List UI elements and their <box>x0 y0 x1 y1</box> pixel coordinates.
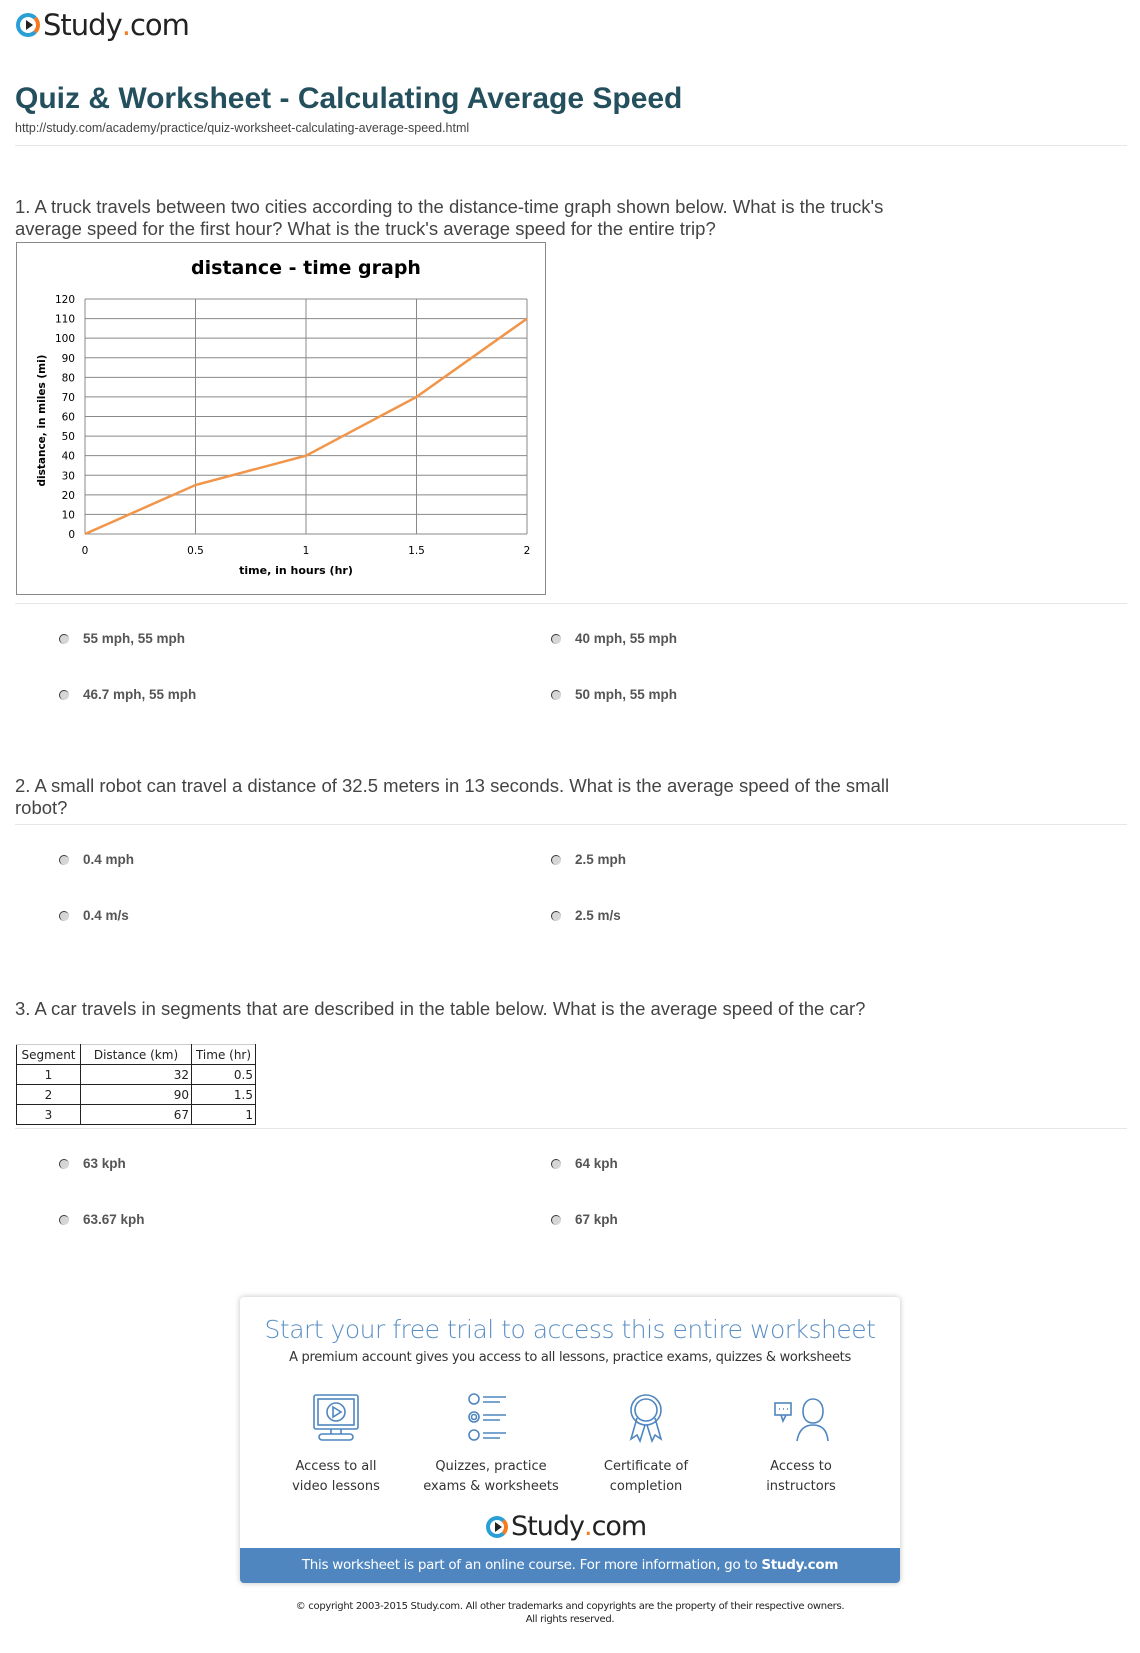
instructor-icon <box>774 1398 829 1442</box>
study-logo-promo[interactable]: Study. com <box>486 1511 647 1542</box>
radio-button[interactable] <box>59 1158 69 1169</box>
quiz-list-icon <box>468 1393 506 1441</box>
y-tick-label: 120 <box>55 294 75 306</box>
answer-option[interactable]: 40 mph, 55 mph <box>551 631 677 646</box>
chart-title: distance - time graph <box>191 257 421 279</box>
answer-option[interactable]: 64 kph <box>551 1156 618 1171</box>
feature-quizzes: Quizzes, practice exams & worksheets <box>411 1393 571 1497</box>
play-logo-icon <box>16 13 40 37</box>
question-1-text: 1. A truck travels between two cities ac… <box>15 196 884 239</box>
x-tick-label: 0 <box>82 545 89 557</box>
radio-button[interactable] <box>59 854 69 865</box>
distance-time-chart: distance - time graph 0 10 20 30 40 50 60 70 80 90… <box>16 242 546 595</box>
y-tick-label: 0 <box>68 529 75 541</box>
table-row: 3 67 1 <box>16 1104 256 1125</box>
answer-option[interactable]: 67 kph <box>551 1212 618 1227</box>
divider <box>15 824 1127 825</box>
segments-table: Segment Distance (km) Time (hr) 1 32 0.5 2… <box>16 1044 256 1125</box>
table-header-row: Segment Distance (km) Time (hr) <box>16 1044 256 1065</box>
x-tick-label: 0.5 <box>187 545 204 557</box>
promo-subtitle: A premium account gives you access to al… <box>289 1350 851 1365</box>
page-title: Quiz & Worksheet - Calculating Average S… <box>15 82 683 115</box>
y-tick-label: 50 <box>62 431 75 443</box>
y-axis-label: distance, in miles (mi) <box>36 355 48 487</box>
y-tick-label: 90 <box>62 353 75 365</box>
answer-option[interactable]: 2.5 m/s <box>551 908 621 923</box>
radio-button[interactable] <box>59 910 69 921</box>
y-tick-label: 20 <box>62 490 75 502</box>
radio-button[interactable] <box>59 689 69 700</box>
divider <box>15 603 1127 604</box>
y-tick-label: 30 <box>62 470 75 482</box>
divider <box>15 1128 1127 1129</box>
feature-certificate: Certificate of completion <box>566 1393 726 1497</box>
x-axis-label: time, in hours (hr) <box>239 564 353 577</box>
radio-button[interactable] <box>551 910 561 921</box>
radio-button[interactable] <box>551 1158 561 1169</box>
course-info-band: This worksheet is part of an online cour… <box>240 1548 900 1583</box>
column-header: Time (hr) <box>191 1044 256 1065</box>
question-2-text: 2. A small robot can travel a distance o… <box>15 775 890 818</box>
feature-video-lessons: Access to all video lessons <box>256 1393 416 1497</box>
answer-option[interactable]: 55 mph, 55 mph <box>59 631 185 646</box>
table-row: 2 90 1.5 <box>16 1084 256 1105</box>
answer-option[interactable]: 63.67 kph <box>59 1212 145 1227</box>
study-link[interactable]: Study.com <box>761 1557 839 1573</box>
y-tick-label: 110 <box>55 314 75 326</box>
y-tick-label: 60 <box>62 412 75 424</box>
rights-reserved: All rights reserved. <box>525 1614 615 1625</box>
radio-button[interactable] <box>551 633 561 644</box>
copyright: © copyright 2003-2015 Study.com. All oth… <box>295 1601 845 1612</box>
y-tick-label: 40 <box>62 451 75 463</box>
study-logo[interactable]: Study. com <box>16 8 190 42</box>
answer-option[interactable]: 46.7 mph, 55 mph <box>59 687 196 702</box>
radio-button[interactable] <box>59 1214 69 1225</box>
free-trial-promo: Start your free trial to access this ent… <box>240 1297 900 1583</box>
promo-title: Start your free trial to access this ent… <box>264 1315 876 1344</box>
answer-option[interactable]: 0.4 mph <box>59 852 134 867</box>
answer-option[interactable]: 63 kph <box>59 1156 126 1171</box>
radio-button[interactable] <box>551 689 561 700</box>
chart-svg: distance - time graph0102030405060708090… <box>36 257 531 577</box>
answer-option[interactable]: 2.5 mph <box>551 852 626 867</box>
y-tick-label: 70 <box>62 392 75 404</box>
column-header: Segment <box>16 1044 81 1065</box>
y-tick-label: 10 <box>62 509 75 521</box>
radio-button[interactable] <box>551 854 561 865</box>
answer-option[interactable]: 0.4 m/s <box>59 908 129 923</box>
column-header: Distance (km) <box>80 1044 192 1065</box>
video-lesson-icon <box>313 1394 359 1441</box>
radio-button[interactable] <box>59 633 69 644</box>
answer-option[interactable]: 50 mph, 55 mph <box>551 687 677 702</box>
question-3-text: 3. A car travels in segments that are de… <box>15 998 866 1019</box>
play-logo-icon <box>486 1515 508 1538</box>
x-tick-label: 2 <box>524 545 531 557</box>
y-tick-label: 80 <box>62 372 75 384</box>
x-tick-label: 1 <box>303 545 310 557</box>
divider <box>15 145 1127 146</box>
y-tick-label: 100 <box>55 333 75 345</box>
table-row: 1 32 0.5 <box>16 1064 256 1085</box>
page-url[interactable]: http://study.com/academy/practice/quiz-w… <box>15 121 470 135</box>
x-tick-label: 1.5 <box>408 545 425 557</box>
feature-instructors: Access to instructors <box>721 1393 881 1497</box>
certificate-icon <box>629 1394 663 1443</box>
radio-button[interactable] <box>551 1214 561 1225</box>
